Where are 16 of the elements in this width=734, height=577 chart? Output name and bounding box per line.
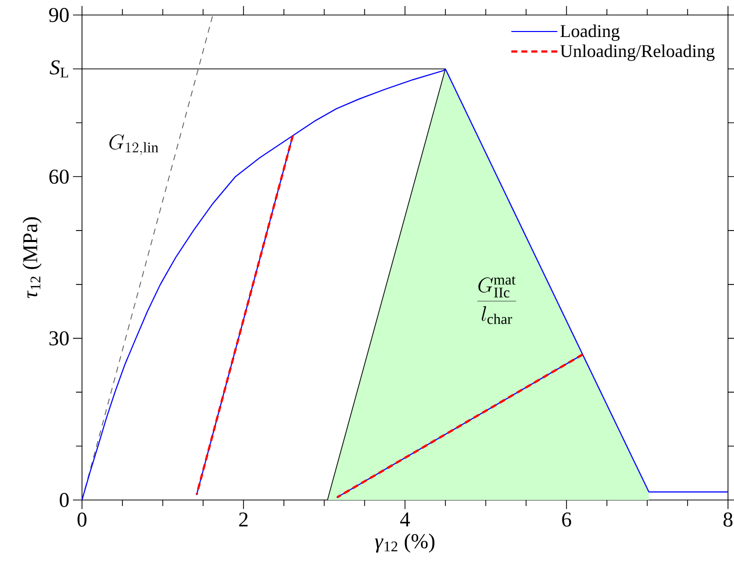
legend-label: Unloading/Reloading (560, 44, 715, 61)
y-tick-label: 0 (60, 492, 69, 508)
x-tick-label: 0 (78, 512, 86, 527)
y-tick-label: 90 (49, 8, 69, 22)
x-tick-label: 4 (400, 512, 410, 526)
annotation: $\frac{G_{\mathrm{IIc}}^{\mathrm{mat}}}{l_{\mathrm{char}}}$ (477, 276, 516, 324)
x-tick-label: 8 (724, 512, 732, 527)
legend-label: Loading (560, 24, 620, 41)
y-axis-title: τ$_{12}$ (MPa) (22, 217, 42, 298)
y-tick-label: 60 (49, 170, 69, 184)
annotation: $G_{12,\mathrm{lin}}$ (109, 134, 158, 156)
y-tick-label: S$_{L}$ (50, 60, 68, 78)
x-tick-label: 6 (562, 512, 572, 527)
x-axis-title: γ$_{12}$ (%) (375, 534, 434, 553)
x-tick-label: 2 (239, 512, 248, 526)
y-tick-label: 30 (49, 331, 69, 346)
